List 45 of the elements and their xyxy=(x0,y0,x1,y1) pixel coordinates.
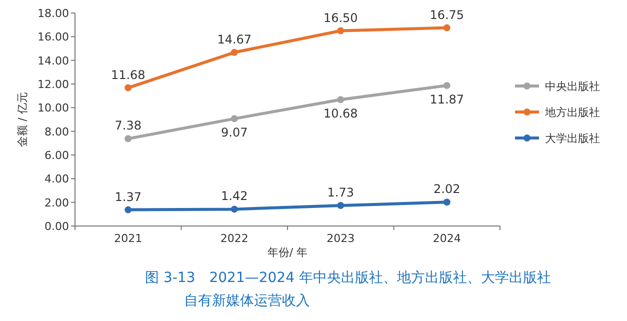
text: 自有新媒体运营收入 xyxy=(184,293,310,309)
data-label: 11.68 xyxy=(110,68,146,82)
y-tick-label: 14.00 xyxy=(38,54,69,68)
text: 图 3-13 2021—2024 年中央出版社、地方出版社、大学出版社 xyxy=(145,270,551,286)
point xyxy=(230,48,238,56)
point xyxy=(443,198,450,206)
legend-label: 中央出版社 xyxy=(545,80,600,93)
data-label: 9.07 xyxy=(221,126,248,140)
data-label: 2.02 xyxy=(434,182,460,196)
legend-label: 地方出版社 xyxy=(544,106,600,119)
data-label: 7.38 xyxy=(114,118,142,133)
point xyxy=(337,202,344,210)
x-tick-label: 2022 xyxy=(220,232,248,245)
x-axis-title: 年份/ 年 xyxy=(267,246,308,259)
data-label: 10.68 xyxy=(323,106,358,121)
data-label: 1.37 xyxy=(114,190,142,204)
point xyxy=(443,24,450,32)
point xyxy=(124,206,132,214)
data-label: 1.42 xyxy=(221,189,248,204)
x-tick-label: 2024 xyxy=(432,232,461,245)
point xyxy=(443,82,450,90)
y-axis-title: 金额 / 亿元 xyxy=(16,92,29,147)
point xyxy=(230,115,238,122)
data-label: 16.50 xyxy=(323,10,358,25)
x-tick-label: 2023 xyxy=(326,232,355,245)
y-tick-label: 10.00 xyxy=(38,102,69,115)
point xyxy=(230,206,238,213)
y-tick-label: 12.00 xyxy=(38,78,69,91)
y-tick-label: 16.00 xyxy=(38,30,69,44)
legend-label: 大学出版社 xyxy=(545,132,600,145)
x-tick-label: 2021 xyxy=(114,232,142,245)
point xyxy=(124,135,132,142)
data-label: 16.75 xyxy=(430,8,464,22)
data-label: 1.73 xyxy=(327,186,354,200)
y-tick-label: 18.00 xyxy=(38,7,69,20)
y-tick-label: 4.00 xyxy=(44,172,69,186)
y-tick-label: 6.00 xyxy=(44,149,69,162)
y-tick-label: 8.00 xyxy=(44,125,69,138)
point xyxy=(337,27,344,34)
y-tick-label: 2.00 xyxy=(44,196,69,210)
point xyxy=(337,96,344,104)
y-tick-label: 0.00 xyxy=(44,220,69,233)
data-label: 11.87 xyxy=(430,92,464,107)
point xyxy=(124,84,132,92)
data-label: 14.67 xyxy=(217,32,252,46)
